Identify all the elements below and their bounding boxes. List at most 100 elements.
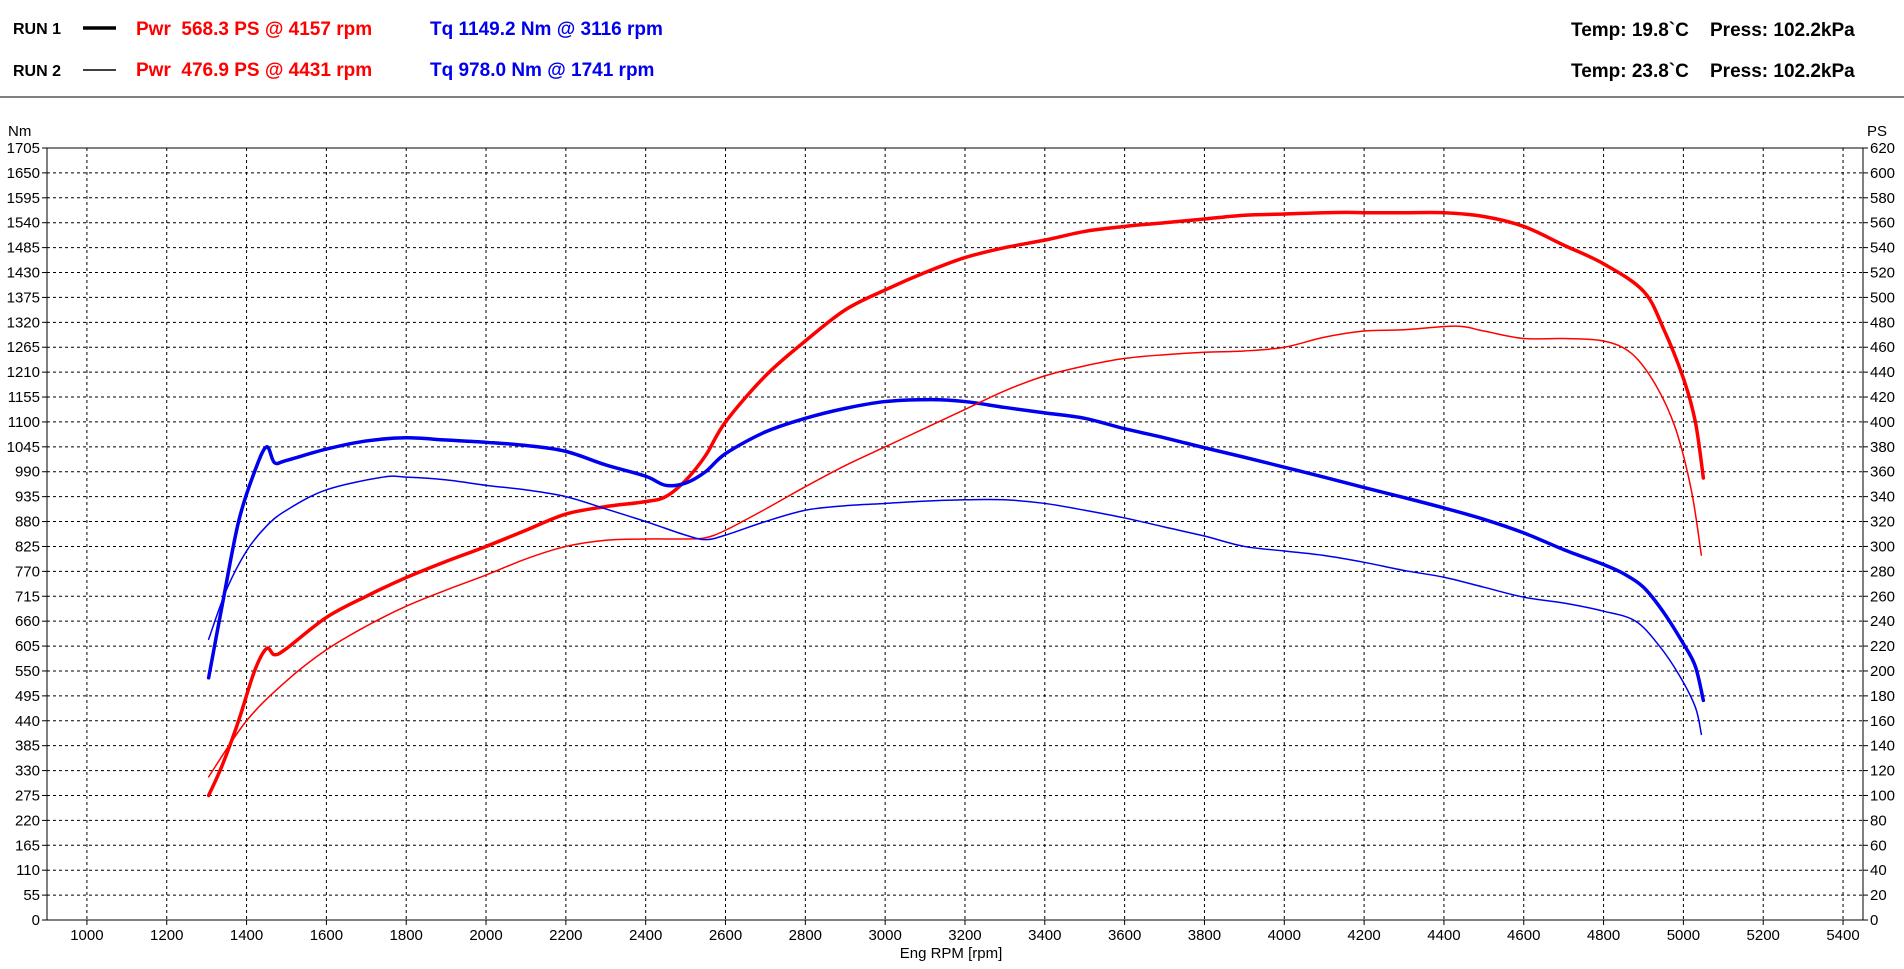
run1-torque-curve xyxy=(206,397,1706,703)
header-legend: RUN 1 Pwr 568.3 PS @ 4157 rpm Tq 1149.2 … xyxy=(13,19,1855,82)
y-right-tick-label: 460 xyxy=(1870,339,1895,356)
x-tick-label: 3400 xyxy=(1028,927,1061,944)
y-right-tick-label: 300 xyxy=(1870,538,1895,555)
y-left-tick-label: 605 xyxy=(15,638,40,655)
y-right-tick-label: 120 xyxy=(1870,763,1895,780)
run1-press: Press: 102.2kPa xyxy=(1710,20,1855,41)
y-right-tick-label: 540 xyxy=(1870,240,1895,257)
y-right-tick-label: 340 xyxy=(1870,489,1895,506)
y-left-tick-label: 1650 xyxy=(7,165,40,182)
x-tick-label: 1200 xyxy=(150,927,183,944)
y-right-tick-label: 220 xyxy=(1870,638,1895,655)
x-tick-label: 4000 xyxy=(1268,927,1301,944)
y-right-tick-label: 420 xyxy=(1870,389,1895,406)
y-left-tick-label: 1045 xyxy=(7,439,40,456)
x-tick-label: 1800 xyxy=(390,927,423,944)
y-left-tick-label: 1540 xyxy=(7,215,40,232)
y-left-tick-label: 1375 xyxy=(7,289,40,306)
y-left-tick-label: 0 xyxy=(32,912,40,929)
x-tick-label: 4400 xyxy=(1427,927,1460,944)
y-right-tick-label: 180 xyxy=(1870,688,1895,705)
run1-temp: Temp: 19.8`C xyxy=(1571,20,1689,41)
x-tick-label: 2600 xyxy=(709,927,742,944)
y-right-tick-label: 80 xyxy=(1870,812,1887,829)
y-left-tick-label: 165 xyxy=(15,837,40,854)
y-right-tick-label: 160 xyxy=(1870,713,1895,730)
run1-power-curve xyxy=(206,210,1706,798)
left-axis-title: Nm xyxy=(8,123,31,140)
x-tick-label: 1600 xyxy=(310,927,343,944)
y-left-tick-label: 1210 xyxy=(7,364,40,381)
y-right-tick-label: 380 xyxy=(1870,439,1895,456)
y-left-tick-label: 1265 xyxy=(7,339,40,356)
y-right-tick-label: 140 xyxy=(1870,738,1895,755)
run2-press: Press: 102.2kPa xyxy=(1710,61,1855,82)
x-tick-label: 1000 xyxy=(70,927,103,944)
y-right-tick-label: 480 xyxy=(1870,314,1895,331)
x-tick-label: 5400 xyxy=(1826,927,1859,944)
x-tick-label: 3600 xyxy=(1108,927,1141,944)
x-tick-label: 3000 xyxy=(868,927,901,944)
y-right-tick-label: 500 xyxy=(1870,289,1895,306)
y-left-tick-label: 330 xyxy=(15,763,40,780)
y-right-tick-label: 580 xyxy=(1870,190,1895,207)
x-tick-label: 3200 xyxy=(948,927,981,944)
x-tick-label: 2400 xyxy=(629,927,662,944)
y-right-tick-label: 440 xyxy=(1870,364,1895,381)
x-tick-label: 4800 xyxy=(1587,927,1620,944)
y-left-tick-label: 385 xyxy=(15,738,40,755)
y-right-tick-label: 200 xyxy=(1870,663,1895,680)
x-tick-label: 5000 xyxy=(1667,927,1700,944)
y-right-tick-label: 20 xyxy=(1870,887,1887,904)
y-left-tick-label: 1320 xyxy=(7,314,40,331)
right-axis-title: PS xyxy=(1867,123,1887,140)
y-right-tick-label: 560 xyxy=(1870,215,1895,232)
y-left-tick-label: 55 xyxy=(23,887,40,904)
y-right-tick-label: 320 xyxy=(1870,514,1895,531)
y-left-tick-label: 1100 xyxy=(8,414,40,431)
tick-labels: 1000 1200 1400 1600 1800 2000 2200 2400 2600 2800… xyxy=(7,140,1895,944)
y-right-tick-label: 60 xyxy=(1870,837,1887,854)
x-tick-label: 3800 xyxy=(1188,927,1221,944)
run2-power-curve xyxy=(207,325,1703,778)
y-right-tick-label: 360 xyxy=(1870,464,1895,481)
x-tick-label: 1400 xyxy=(230,927,263,944)
y-left-tick-label: 715 xyxy=(15,588,40,605)
y-left-tick-label: 825 xyxy=(15,538,40,555)
y-left-tick-label: 220 xyxy=(15,812,40,829)
run1-torque-summary: Tq 1149.2 Nm @ 3116 rpm xyxy=(430,19,663,40)
y-right-tick-label: 520 xyxy=(1870,265,1895,282)
run2-torque-curve xyxy=(207,475,1703,736)
x-tick-label: 5200 xyxy=(1747,927,1780,944)
y-right-tick-label: 260 xyxy=(1870,588,1895,605)
y-left-tick-label: 1430 xyxy=(7,265,40,282)
y-left-tick-label: 660 xyxy=(15,613,40,630)
y-left-tick-label: 990 xyxy=(15,464,40,481)
y-left-tick-label: 550 xyxy=(15,663,40,680)
y-left-tick-label: 275 xyxy=(15,787,40,804)
y-left-tick-label: 770 xyxy=(15,563,40,580)
y-right-tick-label: 40 xyxy=(1870,862,1887,879)
series xyxy=(206,210,1706,798)
y-left-tick-label: 880 xyxy=(15,514,40,531)
y-right-tick-label: 280 xyxy=(1870,563,1895,580)
x-tick-label: 4200 xyxy=(1347,927,1380,944)
y-left-tick-label: 1485 xyxy=(7,240,40,257)
plot-frame xyxy=(46,147,1864,921)
y-right-tick-label: 400 xyxy=(1870,414,1895,431)
x-tick-label: 4600 xyxy=(1507,927,1540,944)
y-right-tick-label: 600 xyxy=(1870,165,1895,182)
run2-power-summary: Pwr 476.9 PS @ 4431 rpm xyxy=(136,60,372,81)
x-tick-label: 2800 xyxy=(789,927,822,944)
y-left-tick-label: 440 xyxy=(15,713,40,730)
y-right-tick-label: 100 xyxy=(1870,787,1895,804)
y-left-tick-label: 1595 xyxy=(7,190,40,207)
grid xyxy=(47,147,1863,921)
y-left-tick-label: 110 xyxy=(16,862,40,879)
run2-temp: Temp: 23.8`C xyxy=(1571,61,1689,82)
y-right-tick-label: 0 xyxy=(1870,912,1878,929)
y-left-tick-label: 495 xyxy=(15,688,40,705)
run2-label: RUN 2 xyxy=(13,63,61,80)
run2-torque-summary: Tq 978.0 Nm @ 1741 rpm xyxy=(430,60,654,81)
